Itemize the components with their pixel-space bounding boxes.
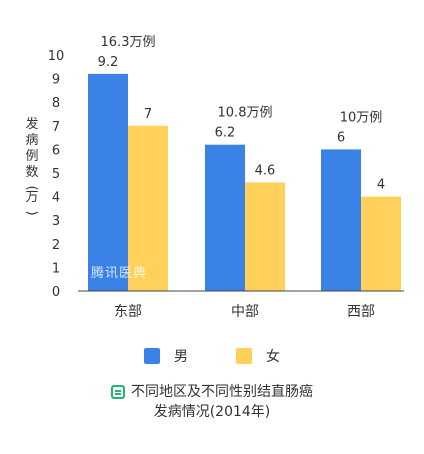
y-axis-label-char: )	[24, 210, 39, 215]
bar-male	[88, 73, 128, 291]
legend-label-female: 女	[266, 349, 280, 365]
legend-swatch-male	[144, 348, 160, 364]
bar-female	[128, 125, 168, 291]
group-total-label: 10万例	[340, 110, 383, 125]
y-tick-label: 4	[52, 191, 60, 206]
caption-line1: 不同地区及不同性别结直肠癌	[131, 384, 313, 400]
bar-value-label: 6	[337, 130, 345, 145]
legend-item-male: 男	[144, 346, 188, 366]
y-tick-label: 0	[52, 285, 60, 300]
y-axis-label-char: (	[24, 185, 39, 190]
y-tick-label: 9	[52, 73, 60, 88]
y-tick-label: 8	[52, 96, 60, 111]
bar-male	[321, 149, 361, 291]
y-axis-label-char: 发	[25, 116, 38, 132]
y-axis: 0 1 2 3 4 5 6 7 8 9 10	[48, 49, 65, 300]
y-axis-label-char: 病	[25, 133, 38, 148]
y-tick-label: 7	[52, 120, 60, 135]
bar-value-label: 4.6	[255, 163, 276, 178]
group-total-label: 16.3万例	[101, 35, 156, 50]
bar-value-label: 9.2	[98, 55, 119, 70]
y-tick-label: 2	[52, 238, 60, 253]
x-tick-label: 中部	[231, 304, 259, 320]
y-tick-label: 10	[48, 49, 65, 64]
y-tick-label: 6	[52, 143, 60, 158]
legend: 男 女	[0, 346, 424, 366]
chart-caption: 不同地区及不同性别结直肠癌 发病情况(2014年)	[0, 382, 424, 422]
x-tick-label: 西部	[347, 304, 375, 320]
y-axis-label-char: 万	[25, 190, 38, 205]
y-axis-label-char: 数	[25, 165, 38, 180]
bar-value-label: 6.2	[215, 126, 236, 141]
bar-female	[361, 196, 401, 291]
y-tick-label: 3	[52, 214, 60, 229]
bar-value-label: 4	[377, 178, 385, 193]
bar-male	[205, 144, 245, 291]
watermark: 腾讯医典	[91, 266, 148, 281]
bars: 9.2 7 16.3万例 6.2 4.6 10.8万例 6 4 10万例	[88, 35, 401, 291]
bar-female	[245, 182, 285, 291]
legend-item-female: 女	[236, 346, 280, 366]
y-axis-label-char: 例	[25, 149, 38, 164]
book-icon	[111, 385, 125, 399]
group-total-label: 10.8万例	[218, 106, 273, 121]
x-axis: 东部 中部 西部	[78, 290, 404, 320]
y-tick-label: 5	[52, 167, 60, 182]
x-tick-label: 东部	[114, 304, 142, 320]
y-tick-label: 1	[52, 261, 60, 276]
legend-label-male: 男	[174, 349, 188, 365]
caption-line2: 发病情况(2014年)	[153, 404, 271, 420]
bar-value-label: 7	[144, 107, 152, 122]
legend-swatch-female	[236, 348, 252, 364]
